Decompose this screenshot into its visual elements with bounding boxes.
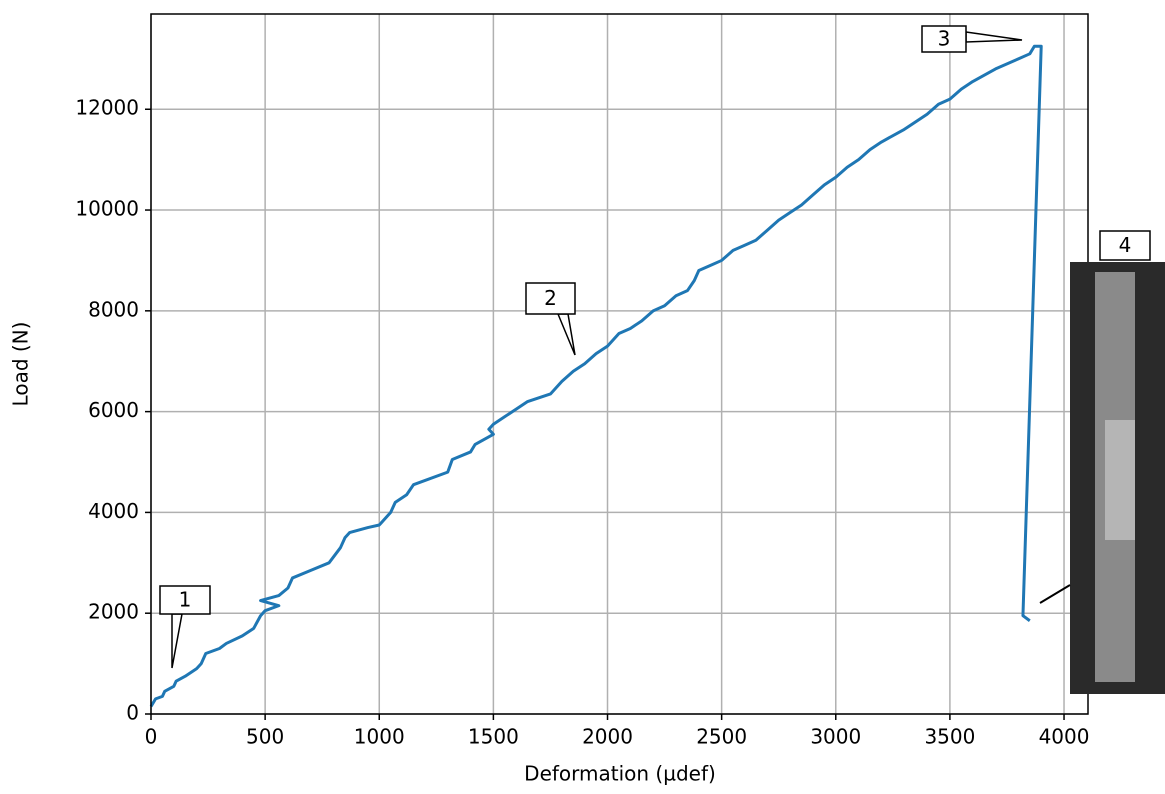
grid xyxy=(150,14,1088,715)
y-tick-label: 10000 xyxy=(75,197,139,221)
annotation: 4 xyxy=(1119,233,1132,257)
x-tick-label: 1000 xyxy=(354,725,405,749)
x-tick-label: 3500 xyxy=(924,725,975,749)
callout-pointer xyxy=(556,313,576,356)
y-tick-label: 6000 xyxy=(88,398,139,422)
x-axis-label: Deformation (µdef) xyxy=(524,762,716,786)
y-axis-label: Load (N) xyxy=(9,322,33,407)
specimen-neck xyxy=(1105,420,1135,540)
x-tick-label: 4000 xyxy=(1039,725,1090,749)
y-tick-label: 4000 xyxy=(88,499,139,523)
y-tick-label: 12000 xyxy=(75,96,139,120)
y-tick-label: 8000 xyxy=(88,297,139,321)
x-tick-label: 2500 xyxy=(696,725,747,749)
callout-pointer xyxy=(965,31,1023,43)
callout-line xyxy=(1039,584,1071,604)
callout-box xyxy=(1099,230,1151,261)
y-tick-label: 2000 xyxy=(88,600,139,624)
x-tick-label: 1500 xyxy=(468,725,519,749)
plot xyxy=(149,44,1043,708)
callout-box xyxy=(159,585,211,615)
callout-pointer xyxy=(171,613,183,669)
data-line xyxy=(149,44,1043,708)
y-tick-label: 0 xyxy=(126,701,139,725)
annotation: 2 xyxy=(544,286,557,310)
axes-frame xyxy=(150,13,1089,715)
callout-box xyxy=(525,282,576,315)
x-tick-label: 500 xyxy=(246,725,284,749)
x-tick-label: 0 xyxy=(145,725,158,749)
x-tick-label: 2000 xyxy=(582,725,633,749)
callout-box xyxy=(921,25,967,53)
x-tick-label: 3000 xyxy=(810,725,861,749)
annotation: 1 xyxy=(179,588,192,612)
annotation: 3 xyxy=(938,27,951,51)
